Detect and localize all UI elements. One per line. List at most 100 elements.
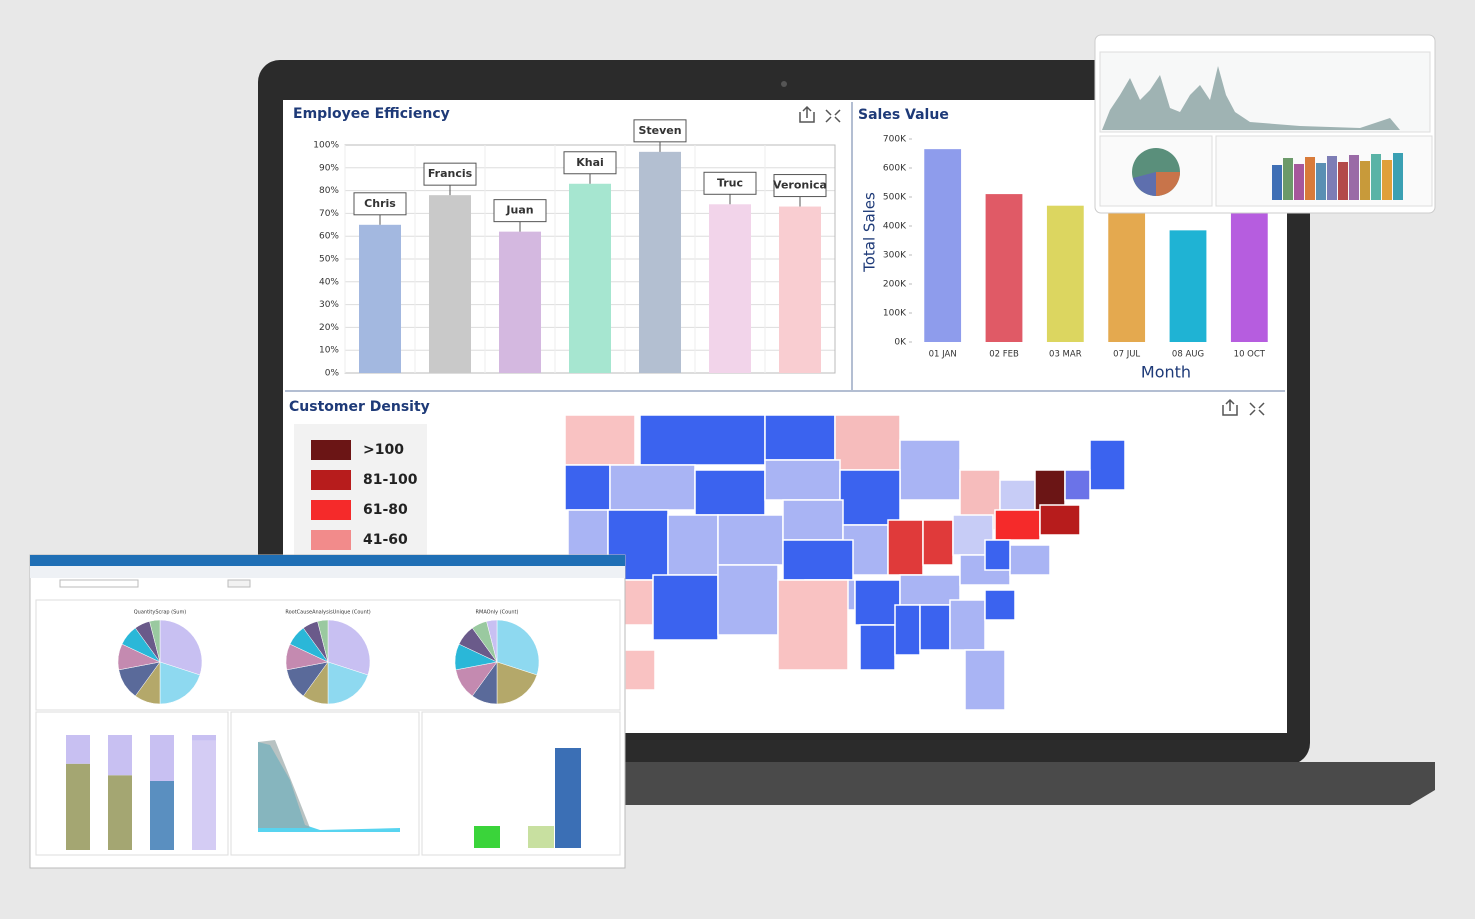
y-tick-label: 0% xyxy=(325,369,340,379)
bar xyxy=(474,826,500,848)
pie-shape xyxy=(1156,172,1180,196)
bar xyxy=(639,151,681,373)
x-tick-label: 03 MAR xyxy=(1049,350,1082,360)
x-tick-label: 07 JUL xyxy=(1113,350,1140,360)
area-shape xyxy=(1102,66,1400,130)
y-tick-label: 0K xyxy=(894,338,907,348)
chart-title: Customer Density xyxy=(289,399,430,415)
y-tick-label: 300K xyxy=(883,251,907,261)
x-tick-label: 10 OCT xyxy=(1234,350,1266,360)
y-tick-label: 90% xyxy=(319,163,339,173)
legend-swatch xyxy=(311,440,351,460)
y-tick-label: 20% xyxy=(319,323,339,333)
y-tick-label: 100% xyxy=(313,141,339,151)
map-region xyxy=(859,624,896,671)
dropdown[interactable] xyxy=(59,579,139,588)
pie-slice xyxy=(159,619,203,676)
y-tick-label: 10% xyxy=(319,346,339,356)
y-tick-label: 60% xyxy=(319,232,339,242)
share-icon[interactable] xyxy=(1222,398,1238,416)
category-label: Chris xyxy=(364,197,396,210)
map-region xyxy=(922,519,954,566)
label-box xyxy=(703,171,757,195)
bar xyxy=(429,195,471,373)
mini-bar xyxy=(1283,158,1293,200)
map-region xyxy=(887,519,924,576)
camera xyxy=(781,81,787,87)
map-region xyxy=(652,574,719,641)
area-shape xyxy=(258,740,310,828)
stacked-bar xyxy=(66,763,90,850)
front-decor xyxy=(66,619,581,850)
menu-bar xyxy=(30,555,625,566)
stacked-bar xyxy=(108,775,132,850)
map-region xyxy=(899,439,961,501)
x-tick-label: 08 AUG xyxy=(1172,350,1204,360)
category-label: Francis xyxy=(428,167,473,180)
mini-bar xyxy=(1371,154,1381,200)
pie-title: RMAOnly (Count) xyxy=(476,610,519,616)
map-region xyxy=(994,509,1041,541)
pie-slice xyxy=(327,661,369,705)
y-tick-label: 70% xyxy=(319,209,339,219)
mini-bar xyxy=(1272,165,1282,200)
legend-swatch xyxy=(311,500,351,520)
bar xyxy=(709,204,751,373)
legend-label: 41-60 xyxy=(363,532,408,548)
chart-title: Employee Efficiency xyxy=(293,106,450,122)
category-label: Truc xyxy=(717,176,743,189)
bar xyxy=(359,224,401,373)
pie-slice xyxy=(317,619,329,663)
map-region xyxy=(1089,439,1126,491)
panel-icons xyxy=(799,105,1265,416)
stacked-bar xyxy=(192,735,216,741)
mini-bar xyxy=(1393,153,1403,200)
pie-slice xyxy=(149,619,161,663)
y-tick-label: 50% xyxy=(319,255,339,265)
pie-slice xyxy=(159,661,201,705)
category-label: Juan xyxy=(505,204,533,217)
y-tick-label: 30% xyxy=(319,300,339,310)
map-region xyxy=(609,464,696,511)
map-region xyxy=(764,414,836,461)
refresh-button[interactable] xyxy=(227,579,251,588)
mini-bar xyxy=(1327,156,1337,200)
x-axis-label: Month xyxy=(1141,363,1191,382)
map-region xyxy=(839,469,901,526)
label-box xyxy=(423,162,477,186)
map-region xyxy=(667,514,719,576)
map-region xyxy=(764,459,841,501)
map-region xyxy=(894,604,921,656)
label-box xyxy=(493,199,547,223)
label-box xyxy=(353,192,407,216)
y-tick-label: 600K xyxy=(883,164,907,174)
stacked-bar xyxy=(192,740,216,850)
map-region xyxy=(694,469,766,516)
bar xyxy=(569,183,611,373)
legend-label: 61-80 xyxy=(363,502,408,518)
map-region xyxy=(777,579,849,671)
mini-bar xyxy=(1382,160,1392,200)
y-tick-label: 400K xyxy=(883,222,907,232)
pie-slice xyxy=(327,619,371,676)
legend-swatch xyxy=(311,530,351,550)
bar xyxy=(1169,230,1207,342)
map-region xyxy=(949,599,986,651)
pie-slice xyxy=(496,619,540,676)
map-region xyxy=(854,579,901,626)
map-region xyxy=(782,539,854,581)
tab-bar xyxy=(30,566,625,578)
share-icon[interactable] xyxy=(799,105,815,123)
expand-icon[interactable] xyxy=(1249,402,1265,416)
map-region xyxy=(1009,544,1051,576)
map-region xyxy=(964,649,1006,711)
category-label: Steven xyxy=(638,124,681,137)
chart-title: Sales Value xyxy=(858,107,949,123)
mini-bar xyxy=(1316,163,1326,200)
map-region xyxy=(624,649,656,691)
expand-icon[interactable] xyxy=(825,109,841,123)
map-region xyxy=(782,499,844,541)
label-box xyxy=(773,174,827,198)
label-box xyxy=(563,151,617,175)
